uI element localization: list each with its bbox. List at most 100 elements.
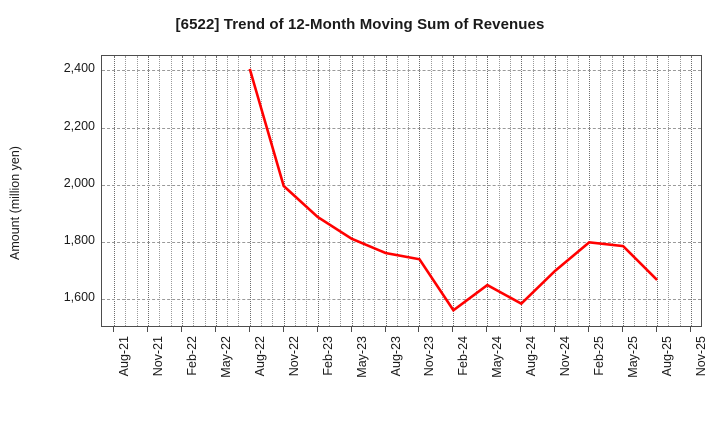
vertical-gridline xyxy=(283,56,285,326)
x-axis-tick-mark xyxy=(656,327,658,332)
y-axis-label: Amount (million yen) xyxy=(8,146,22,260)
x-axis-tick-mark xyxy=(316,327,318,332)
x-axis-tick-mark xyxy=(248,327,250,332)
vertical-gridline xyxy=(351,56,353,326)
x-axis-tick-label: May-22 xyxy=(218,336,233,378)
x-axis-tick-label: Nov-25 xyxy=(694,336,708,377)
vertical-gridline xyxy=(691,56,692,326)
vertical-gridline xyxy=(453,56,455,326)
horizontal-gridline xyxy=(102,242,701,244)
vertical-gridline xyxy=(668,56,670,326)
vertical-gridline xyxy=(170,56,172,326)
chart-title: [6522] Trend of 12-Month Moving Sum of R… xyxy=(175,16,545,33)
x-axis-tick-mark xyxy=(520,327,522,332)
vertical-gridline xyxy=(125,56,127,326)
vertical-gridline xyxy=(487,56,489,326)
horizontal-gridline xyxy=(102,70,701,72)
vertical-gridline xyxy=(476,56,478,326)
x-axis-tick-mark xyxy=(384,327,386,332)
horizontal-gridline xyxy=(102,184,701,186)
vertical-gridline xyxy=(509,56,511,326)
vertical-gridline xyxy=(634,56,636,326)
x-axis-tick-mark xyxy=(146,327,148,332)
x-axis-tick-mark xyxy=(418,327,420,332)
vertical-gridline xyxy=(362,56,364,326)
x-axis-tick-label: Nov-24 xyxy=(558,336,573,377)
x-axis-tick-mark xyxy=(113,327,114,332)
vertical-gridline xyxy=(215,56,217,326)
y-axis-tick-label: 2,000 xyxy=(63,175,95,190)
x-axis-tick-mark xyxy=(588,327,590,332)
x-axis-tick-label: Feb-24 xyxy=(456,336,471,376)
vertical-gridline xyxy=(577,56,579,326)
horizontal-gridline xyxy=(102,299,701,301)
x-axis-tick-label: Feb-22 xyxy=(184,336,199,376)
y-axis-label-wrapper: Amount (million yen) xyxy=(0,0,26,440)
vertical-gridline xyxy=(249,56,251,326)
y-axis-tick-label: 1,600 xyxy=(63,290,95,305)
vertical-gridline xyxy=(498,56,500,326)
vertical-gridline xyxy=(657,56,659,326)
x-axis-tick-label: May-23 xyxy=(354,336,369,378)
vertical-gridline xyxy=(261,56,263,326)
series-line-layer xyxy=(248,68,658,313)
vertical-gridline xyxy=(679,56,681,326)
y-axis-tick-labels: 1,600 1,800 2,000 2,200 2,400 xyxy=(31,55,132,327)
y-axis-tick-label: 2,200 xyxy=(63,118,95,133)
x-axis-tick-mark xyxy=(690,327,691,332)
vertical-gridline xyxy=(306,56,308,326)
x-axis-tick-mark xyxy=(214,327,216,332)
x-axis-tick-label: Aug-25 xyxy=(660,336,675,377)
x-axis-tick-mark xyxy=(486,327,488,332)
vertical-gridline xyxy=(464,56,466,326)
vertical-gridline xyxy=(374,56,376,326)
y-axis-tick-label: 2,400 xyxy=(63,61,95,76)
vertical-gridline xyxy=(181,56,183,326)
vertical-gridline xyxy=(238,56,240,326)
vertical-gridline xyxy=(408,56,410,326)
x-axis-tick-mark xyxy=(350,327,352,332)
vertical-gridline xyxy=(227,56,229,326)
vertical-gridline xyxy=(589,56,591,326)
x-axis-tick-label: Nov-23 xyxy=(422,336,437,377)
x-axis-tick-label: Feb-25 xyxy=(592,336,607,376)
x-axis-tick-label: Nov-22 xyxy=(286,336,301,377)
vertical-gridline xyxy=(419,56,421,326)
x-axis-tick-mark xyxy=(554,327,556,332)
x-axis-tick-label: May-24 xyxy=(490,336,505,378)
vertical-gridline xyxy=(645,56,647,326)
vertical-gridline xyxy=(543,56,545,326)
x-axis-tick-mark xyxy=(282,327,284,332)
vertical-gridline xyxy=(600,56,602,326)
x-axis-tick-label: Feb-23 xyxy=(320,336,335,376)
vertical-gridline xyxy=(385,56,387,326)
vertical-gridline xyxy=(193,56,195,326)
x-axis-tick-label: Aug-23 xyxy=(388,336,403,377)
vertical-gridline xyxy=(442,56,444,326)
x-axis-tick-mark xyxy=(622,327,624,332)
x-axis-tick-label: Aug-22 xyxy=(252,336,267,377)
vertical-gridline xyxy=(430,56,432,326)
x-axis-tick-label: Nov-21 xyxy=(150,336,165,377)
vertical-gridline xyxy=(295,56,297,326)
series-line-revenues xyxy=(248,68,658,313)
x-axis-tick-label: Aug-21 xyxy=(117,336,131,377)
vertical-gridline xyxy=(340,56,342,326)
vertical-gridline xyxy=(159,56,161,326)
vertical-gridline xyxy=(521,56,523,326)
vertical-gridline xyxy=(566,56,568,326)
plot-area xyxy=(101,55,702,327)
vertical-gridline xyxy=(147,56,149,326)
y-axis-tick-label: 1,800 xyxy=(63,233,95,248)
vertical-gridline xyxy=(317,56,319,326)
x-axis-tick-label: May-25 xyxy=(626,336,641,378)
vertical-gridline xyxy=(136,56,138,326)
vertical-gridline xyxy=(328,56,330,326)
vertical-gridline xyxy=(114,56,115,326)
horizontal-gridline xyxy=(102,127,701,129)
vertical-gridline xyxy=(532,56,534,326)
vertical-gridline xyxy=(272,56,274,326)
vertical-gridline xyxy=(396,56,398,326)
vertical-gridline xyxy=(555,56,557,326)
